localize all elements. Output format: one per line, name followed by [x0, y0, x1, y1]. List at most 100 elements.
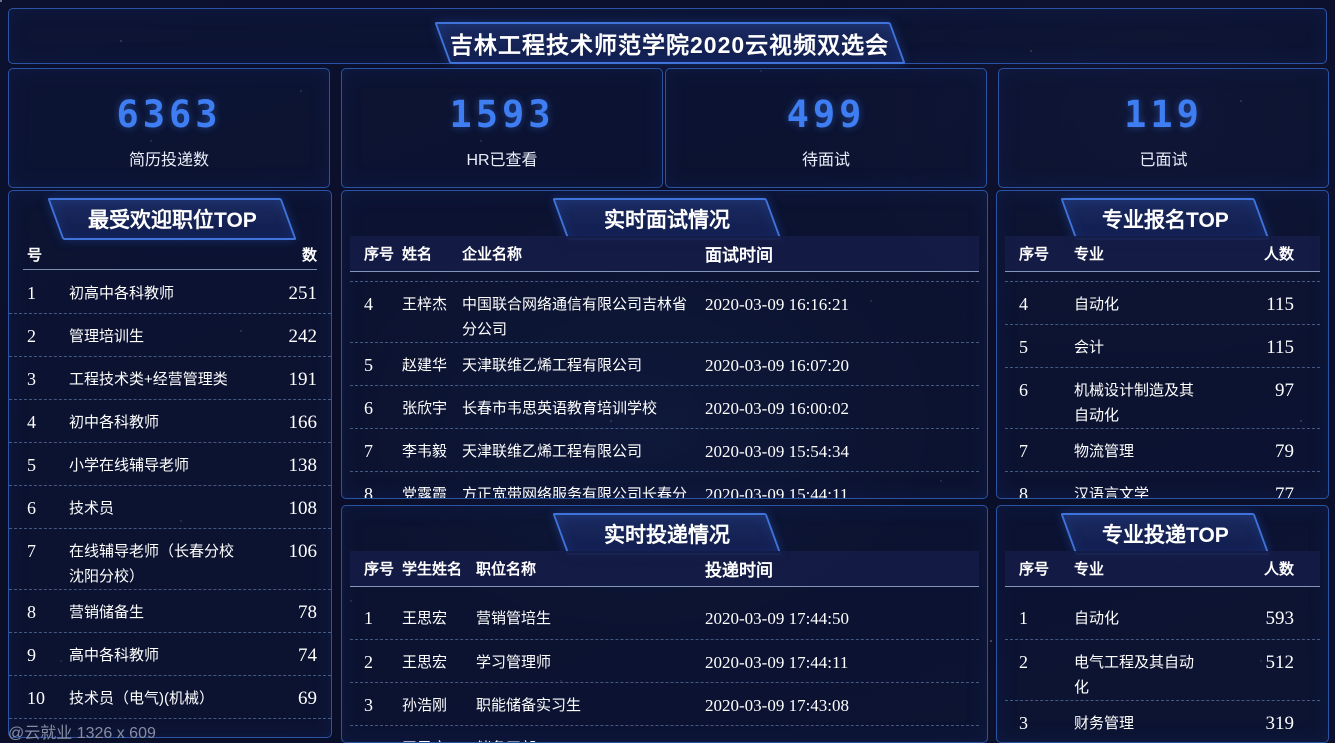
cell-num: 8 [1019, 484, 1028, 499]
table-row: 5 会计 115 [1005, 324, 1320, 367]
popular-positions-list: 1 初高中各科教师 251 2 管理培训生 242 3 工程技术类+经营管理类 191 4 初中各科… [9, 271, 331, 719]
stat-value-pending-interview: 499 [786, 92, 866, 136]
panel-title-deliveries: 实时投递情况 [603, 524, 730, 547]
col-header: 学生姓名 [402, 561, 463, 578]
cell-position: 储备干部 [476, 736, 699, 742]
table-header-deliveries: 序号 学生姓名 职位名称 投递时间 [350, 551, 979, 587]
interviews-list: 4 王梓杰 中国联合网络通信有限公司吉林省分公司 2020-03-09 16:16:2… [350, 281, 979, 499]
cell-num: 4 [1019, 294, 1028, 314]
cell-name: 赵建华 [402, 357, 448, 374]
cell-position: 学习管理师 [476, 654, 552, 671]
cell-time: 2020-03-09 17:44:11 [705, 653, 849, 672]
stat-card-interviewed: 119 已面试 [998, 68, 1329, 188]
panel-title-badge: 最受欢迎职位TOP [47, 198, 297, 240]
cell-major: 自动化 [1074, 296, 1120, 313]
stat-card-resumes: 6363 简历投递数 [8, 68, 330, 188]
stat-value-hr-viewed: 1593 [449, 92, 555, 136]
table-row: 5 赵建华 天津联维乙烯工程有限公司 2020-03-09 16:07:20 [350, 342, 979, 385]
cell-num: 4 [364, 736, 402, 742]
panel-title-popular-positions: 最受欢迎职位TOP [87, 209, 257, 232]
cell-name: 高中各科教师 [69, 647, 160, 664]
col-header: 序号 [1019, 561, 1050, 578]
panel-title-major-delivery: 专业投递TOP [1101, 524, 1228, 547]
panel-realtime-interviews: 实时面试情况 序号 姓名 企业名称 面试时间 4 王梓杰 中国联合网络通信有限公司吉… [341, 190, 988, 499]
page-title: 吉林工程技术师范学院2020云视频双选会 [449, 32, 890, 58]
cell-count: 166 [288, 412, 318, 433]
cell-num: 7 [1019, 441, 1028, 461]
table-row: 3 工程技术类+经营管理类 191 [9, 357, 331, 400]
cell-company: 长春市韦思英语教育培训学校 [462, 400, 658, 417]
deliveries-list: 1 王思宏 营销管培生 2020-03-09 17:44:50 2 王思宏 学习管理师 202… [350, 596, 979, 742]
stat-value-resumes: 6363 [116, 92, 222, 136]
watermark: @云就业 1326 x 609 [8, 725, 156, 742]
col-header: 专业 [1074, 561, 1105, 578]
cell-num: 3 [1019, 713, 1028, 733]
cell-num: 4 [364, 294, 373, 314]
cell-num: 6 [364, 398, 373, 418]
cell-position: 营销管培生 [476, 610, 552, 627]
cell-name: 在线辅导老师（长春分校沈阳分校） [69, 543, 235, 585]
stat-card-pending-interview: 499 待面试 [665, 68, 987, 188]
top-title-bar: 吉林工程技术师范学院2020云视频双选会 [8, 8, 1327, 64]
cell-count: 79 [1275, 441, 1294, 462]
cell-time: 2020-03-09 17:43:08 [705, 696, 850, 715]
cell-company: 中国联合网络通信有限公司吉林省分公司 [462, 296, 688, 338]
cell-num: 4 [27, 412, 36, 432]
cell-name: 技术员 [69, 500, 115, 517]
table-row: 2 管理培训生 242 [9, 314, 331, 357]
cell-time: 2020-03-09 15:54:34 [705, 442, 850, 461]
cell-major: 自动化 [1074, 610, 1120, 627]
cell-count: 115 [1266, 294, 1294, 315]
table-header-major-signup: 序号 专业 人数 [1005, 236, 1320, 272]
stat-label-resumes: 简历投递数 [128, 151, 209, 169]
table-row: 10 技术员（电气)(机械） 69 [9, 676, 331, 719]
cell-num: 7 [364, 441, 373, 461]
table-row: 6 张欣宇 长春市韦思英语教育培训学校 2020-03-09 16:00:02 [350, 385, 979, 428]
cell-name: 张欣宇 [402, 400, 448, 417]
cell-num: 1 [364, 608, 373, 628]
col-header-num: 号 [27, 246, 43, 264]
cell-count: 138 [288, 455, 318, 476]
cell-name: 党露霞 [402, 486, 448, 499]
cell-major: 机械设计制造及其自动化 [1074, 382, 1195, 424]
table-row: 4王思宏储备干部2020-03-09 17:42:36 [350, 725, 979, 742]
cell-num: 1 [1019, 608, 1028, 628]
cell-count: 108 [288, 498, 318, 519]
cell-name: 管理培训生 [69, 328, 145, 345]
table-row: 2 电气工程及其自动化 512 [1005, 639, 1320, 700]
table-row: 4 自动化 115 [1005, 281, 1320, 324]
cell-num: 7 [27, 541, 36, 561]
table-row: 1 王思宏 营销管培生 2020-03-09 17:44:50 [350, 596, 979, 639]
stat-label-pending-interview: 待面试 [801, 151, 850, 169]
cell-company: 天津联维乙烯工程有限公司 [462, 443, 643, 460]
col-header: 序号 [364, 561, 395, 578]
cell-num: 5 [1019, 337, 1028, 357]
stat-card-hr-viewed: 1593 HR已查看 [341, 68, 663, 188]
col-header: 序号 [1019, 246, 1050, 263]
table-header-major-delivery: 序号 专业 人数 [1005, 551, 1320, 587]
panel-popular-positions: 最受欢迎职位TOP 号 数 1 初高中各科教师 251 2 管理培训生 242 3 工程技术类… [8, 190, 332, 738]
table-row: 3 孙浩刚 职能储备实习生 2020-03-09 17:43:08 [350, 682, 979, 725]
cell-name: 王梓杰 [402, 296, 448, 313]
panel-title-badge: 专业投递TOP [1059, 513, 1270, 555]
col-header: 序号 [364, 246, 395, 263]
table-row: 4 初中各科教师 166 [9, 400, 331, 443]
cell-name: 初中各科教师 [69, 414, 160, 431]
table-row: 7 物流管理 79 [1005, 428, 1320, 471]
cell-num: 2 [1019, 652, 1028, 672]
cell-num: 6 [1019, 380, 1028, 400]
table-row: 9 高中各科教师 74 [9, 633, 331, 676]
cell-count: 191 [288, 369, 318, 390]
cell-company: 天津联维乙烯工程有限公司 [462, 357, 643, 374]
table-row: 6 技术员 108 [9, 486, 331, 529]
cell-num: 10 [27, 688, 45, 708]
cell-name: 初高中各科教师 [69, 285, 175, 302]
cell-position: 职能储备实习生 [476, 697, 582, 714]
panel-major-delivery-top: 专业投递TOP 序号 专业 人数 1 自动化 593 2 电气工程及其自动化 512 3 财务… [996, 505, 1329, 743]
major-signup-list: 4 自动化 115 5 会计 115 6 机械设计制造及其自动化 97 7 物流管理 79 8 汉语言文学… [1005, 281, 1320, 499]
cell-count: 115 [1266, 337, 1294, 358]
cell-count: 251 [288, 283, 318, 304]
cell-name: 小学在线辅导老师 [69, 457, 190, 474]
cell-count: 106 [288, 541, 318, 562]
cell-num: 2 [364, 652, 373, 672]
